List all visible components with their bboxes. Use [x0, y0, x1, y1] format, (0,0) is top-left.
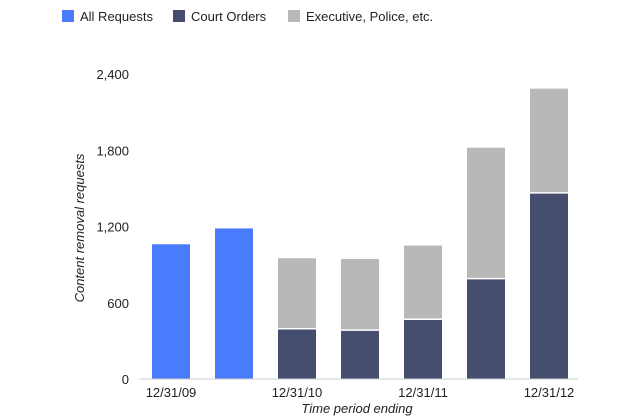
legend-item-court-orders[interactable]: Court Orders: [173, 9, 267, 24]
bar-executive-police-etc-3[interactable]: [278, 258, 316, 329]
x-tick-label: 12/31/09: [146, 385, 197, 400]
bar-executive-police-etc-6[interactable]: [467, 147, 505, 279]
bar-all-requests-1[interactable]: [152, 244, 190, 379]
bar-executive-police-etc-5[interactable]: [404, 245, 442, 320]
chart-bars: [152, 88, 568, 379]
bar-court-orders-7[interactable]: [530, 192, 568, 379]
bar-court-orders-4[interactable]: [341, 330, 379, 379]
bar-court-orders-6[interactable]: [467, 278, 505, 379]
y-tick-label: 600: [107, 296, 129, 311]
bar-all-requests-2[interactable]: [215, 228, 253, 379]
legend-item-executive-police[interactable]: Executive, Police, etc.: [288, 9, 433, 24]
x-tick-label: 12/31/11: [398, 385, 448, 400]
x-axis-title: Time period ending: [301, 401, 413, 416]
bar-executive-police-etc-7[interactable]: [530, 88, 568, 193]
y-axis-ticks: 0 600 1,200 1,800 2,400: [96, 67, 129, 387]
bar-executive-police-etc-4[interactable]: [341, 258, 379, 331]
legend-swatch-all-requests: [62, 10, 74, 22]
x-tick-label: 12/31/12: [524, 385, 575, 400]
y-tick-label: 2,400: [96, 67, 129, 82]
y-axis-title: Content removal requests: [72, 153, 87, 302]
x-tick-label: 12/31/10: [272, 385, 323, 400]
y-tick-label: 1,200: [96, 220, 129, 235]
x-axis-ticks: 12/31/09 12/31/10 12/31/11 12/31/12: [146, 385, 575, 400]
y-tick-label: 1,800: [96, 143, 129, 158]
chart-legend: All Requests Court Orders Executive, Pol…: [62, 9, 433, 24]
y-tick-label: 0: [122, 372, 129, 387]
legend-label-all-requests: All Requests: [80, 9, 153, 24]
legend-swatch-court-orders: [173, 10, 185, 22]
legend-label-executive-police: Executive, Police, etc.: [306, 9, 433, 24]
legend-label-court-orders: Court Orders: [191, 9, 267, 24]
legend-item-all-requests[interactable]: All Requests: [62, 9, 153, 24]
bar-court-orders-3[interactable]: [278, 328, 316, 379]
legend-swatch-executive-police: [288, 10, 300, 22]
bar-court-orders-5[interactable]: [404, 319, 442, 379]
